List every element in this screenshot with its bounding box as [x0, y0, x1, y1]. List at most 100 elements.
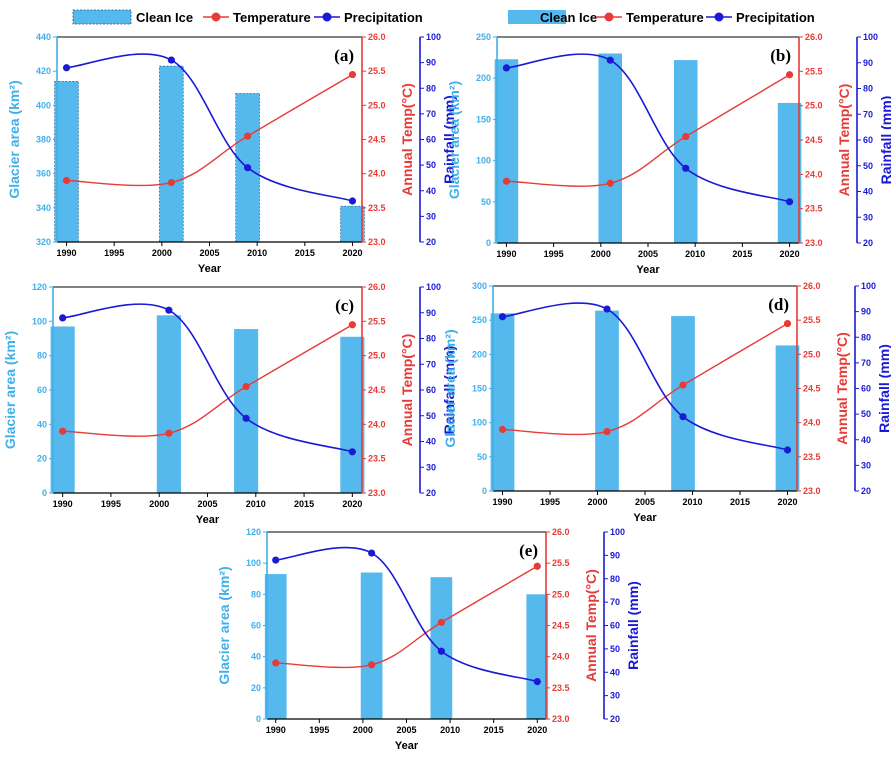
- temp-tick-label: 26.0: [803, 281, 821, 291]
- precipitation-point: [498, 313, 507, 321]
- temperature-point: [272, 659, 280, 667]
- temp-tick-label: 23.0: [803, 486, 821, 496]
- temperature-line: [502, 322, 788, 436]
- temp-tick-label: 25.5: [552, 558, 570, 568]
- x-tick-label: 2020: [780, 249, 800, 259]
- rain-tick-label: 70: [861, 358, 871, 368]
- temp-axis-title: Annual Temp(°C): [399, 334, 415, 447]
- rain-tick-label: 30: [426, 211, 436, 221]
- temperature-point: [498, 425, 507, 434]
- left-tick-label: 150: [476, 114, 491, 124]
- rain-tick-label: 30: [863, 212, 873, 222]
- rain-tick-label: 90: [426, 308, 436, 318]
- rain-tick-label: 20: [861, 486, 871, 496]
- legend-precip-marker-right: [714, 12, 724, 22]
- x-tick-label: 2020: [527, 725, 547, 735]
- x-tick-label: 2000: [353, 725, 373, 735]
- bar: [54, 81, 79, 243]
- legend-clean-ice-right: Clean Ice: [508, 10, 597, 25]
- temperature-point: [348, 70, 357, 79]
- rain-tick-label: 70: [426, 109, 436, 119]
- left-tick-label: 20: [37, 454, 47, 464]
- bar: [490, 313, 515, 491]
- x-tick-label: 2020: [342, 499, 362, 509]
- bar: [494, 59, 519, 243]
- x-tick-label: 2000: [591, 249, 611, 259]
- temp-axis-title: Annual Temp(°C): [834, 332, 850, 445]
- x-tick-label: 1995: [101, 499, 121, 509]
- left-tick-label: 250: [476, 32, 491, 42]
- left-tick-label: 40: [251, 652, 261, 662]
- temp-tick-label: 24.5: [805, 135, 823, 145]
- precipitation-point: [165, 306, 173, 314]
- temp-axis-title: Annual Temp(°C): [836, 84, 852, 197]
- precipitation-point: [348, 197, 357, 205]
- x-tick-label: 1990: [496, 249, 516, 259]
- temp-tick-label: 25.5: [805, 66, 823, 76]
- rain-tick-label: 30: [426, 462, 436, 472]
- temperature-line: [66, 73, 353, 187]
- precipitation-line: [275, 546, 538, 683]
- temperature-point: [167, 178, 175, 187]
- temp-tick-label: 24.5: [368, 385, 386, 395]
- rain-tick-label: 50: [426, 160, 436, 170]
- rain-tick-label: 20: [863, 238, 873, 248]
- panel-label: (e): [519, 541, 538, 560]
- left-tick-label: 120: [32, 282, 47, 292]
- temp-tick-label: 24.0: [803, 418, 821, 428]
- temp-tick-label: 23.5: [368, 203, 386, 213]
- temp-tick-label: 25.5: [803, 315, 821, 325]
- rain-tick-label: 100: [863, 32, 878, 42]
- temperature-point: [242, 382, 250, 391]
- rain-tick-label: 50: [610, 644, 620, 654]
- temp-tick-label: 25.0: [368, 351, 386, 361]
- legend-temperature: Temperature: [203, 10, 311, 25]
- x-tick-label: 2010: [685, 249, 705, 259]
- temp-tick-label: 23.0: [552, 714, 570, 724]
- precipitation-point: [606, 56, 614, 64]
- temperature-line: [275, 565, 538, 669]
- temp-tick-label: 24.0: [368, 169, 386, 179]
- x-tick-label: 2000: [149, 499, 169, 509]
- bar: [360, 572, 383, 719]
- left-tick-label: 80: [37, 351, 47, 361]
- bar: [50, 326, 75, 493]
- legend-precip-label: Precipitation: [344, 10, 423, 25]
- temp-tick-label: 23.0: [368, 237, 386, 247]
- legend-precipitation-right: Precipitation: [706, 10, 815, 25]
- temp-tick-label: 24.5: [368, 135, 386, 145]
- precipitation-point: [679, 413, 687, 421]
- x-tick-label: 2015: [730, 497, 750, 507]
- left-tick-label: 360: [36, 169, 51, 179]
- rain-tick-label: 70: [863, 109, 873, 119]
- rain-tick-label: 70: [426, 359, 436, 369]
- temp-tick-label: 26.0: [368, 32, 386, 42]
- plot-group: 1990 1995 2000 2005 2010 2015 2020 Year 0 20 40 60 8…: [2, 282, 457, 526]
- x-tick-label: 2005: [199, 248, 219, 258]
- x-axis-title: Year: [636, 264, 660, 276]
- legend-bar-swatch-right: [508, 10, 566, 24]
- x-tick-label: 2020: [777, 497, 797, 507]
- left-tick-label: 300: [472, 281, 487, 291]
- temperature-line: [506, 74, 790, 187]
- temp-tick-label: 24.5: [803, 384, 821, 394]
- rain-tick-label: 90: [861, 307, 871, 317]
- bar: [159, 65, 184, 243]
- left-tick-label: 120: [246, 527, 261, 537]
- left-tick-label: 100: [246, 558, 261, 568]
- rain-tick-label: 80: [426, 334, 436, 344]
- rain-tick-label: 40: [426, 437, 436, 447]
- precipitation-line: [502, 302, 788, 451]
- rain-tick-label: 20: [610, 714, 620, 724]
- temp-tick-label: 25.0: [803, 349, 821, 359]
- temperature-point: [502, 177, 511, 185]
- rain-tick-label: 60: [426, 135, 436, 145]
- left-tick-label: 250: [472, 315, 487, 325]
- precipitation-point: [682, 164, 690, 172]
- panel-label: (a): [334, 46, 354, 65]
- rain-tick-label: 60: [610, 621, 620, 631]
- temp-tick-label: 23.0: [805, 238, 823, 248]
- rain-tick-label: 60: [863, 135, 873, 145]
- temperature-point: [679, 381, 687, 389]
- temp-tick-label: 25.5: [368, 316, 386, 326]
